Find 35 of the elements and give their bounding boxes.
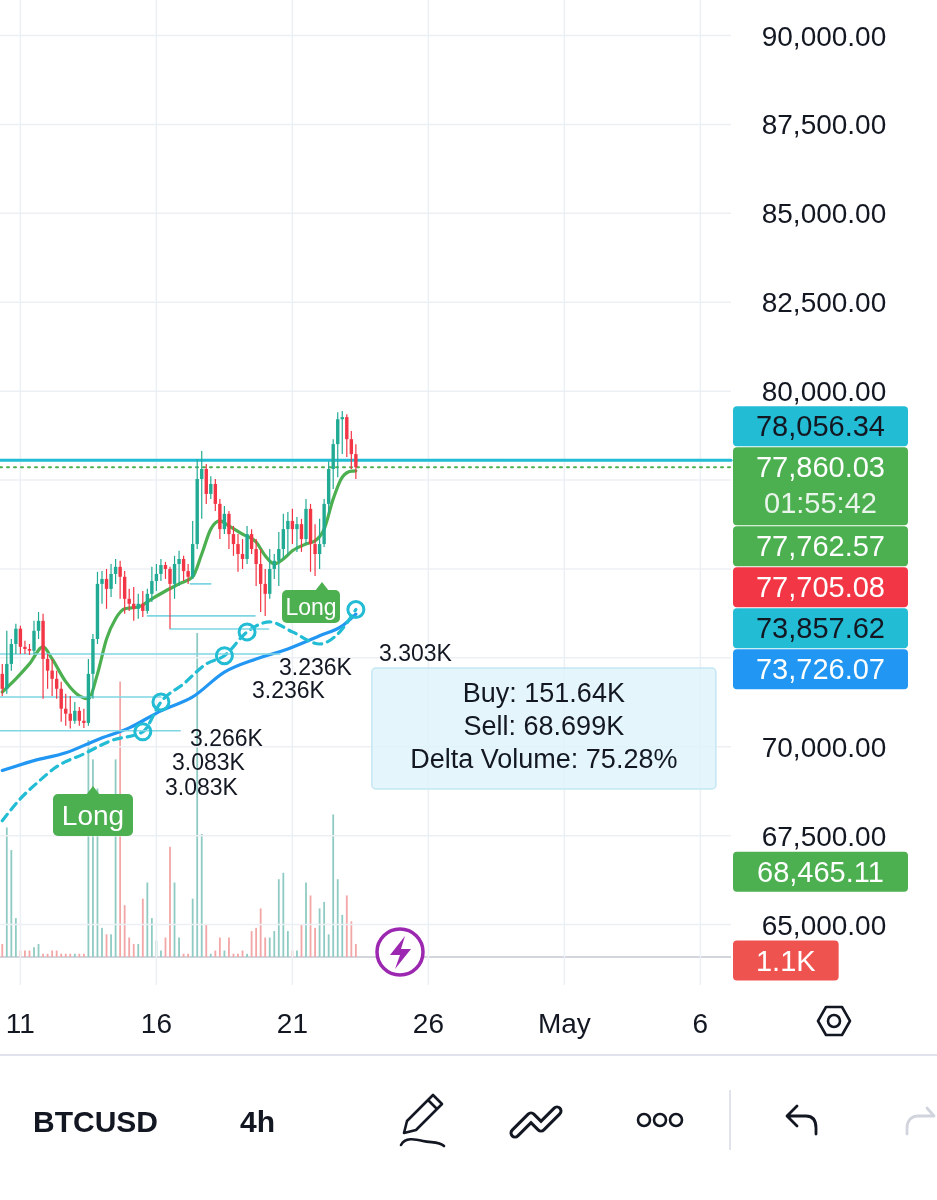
y-tick-label: 70,000.00	[761, 731, 887, 763]
y-tick-label: 87,500.00	[761, 109, 887, 141]
annotation: 3.236K	[252, 677, 326, 703]
x-tick-label: 26	[412, 1008, 444, 1039]
x-tick-label: 21	[276, 1008, 308, 1039]
text: 1.1K	[755, 944, 817, 977]
annotation: 3.266K	[190, 725, 264, 751]
y-tick-label: 80,000.00	[761, 376, 887, 408]
annotation: 3.083K	[172, 749, 246, 775]
y-tick-label: 67,500.00	[761, 820, 887, 852]
text: 4h	[240, 1105, 276, 1138]
x-tick-label: 6	[692, 1008, 709, 1039]
text: 77,705.08	[755, 571, 885, 604]
annotation: Long	[61, 800, 125, 832]
text: 01:55:42	[764, 487, 877, 520]
annotation: Buy: 151.64K	[462, 678, 625, 708]
annotation: 3.303K	[379, 640, 453, 666]
ref-line-label: 78,056.34	[755, 410, 885, 443]
text: 73,726.07	[755, 653, 885, 686]
y-tick-label: 90,000.00	[761, 20, 887, 52]
x-tick-label: 11	[5, 1008, 35, 1039]
annotation: Sell: 68.699K	[463, 711, 625, 741]
text: 77,762.57	[755, 530, 885, 563]
annotation: 3.236K	[279, 654, 353, 680]
annotation: Delta Volume: 75.28%	[410, 744, 678, 774]
text: 73,857.62	[755, 612, 885, 645]
y-tick-label: 85,000.00	[761, 198, 887, 230]
y-tick-label: 65,000.00	[761, 909, 887, 941]
x-tick-label: 16	[140, 1008, 172, 1039]
ref-line-label: 77,860.03	[755, 451, 885, 484]
annotation: 3.083K	[165, 774, 239, 800]
x-tick-label: May	[537, 1008, 591, 1039]
text: 68,465.11	[757, 855, 884, 888]
text: BTCUSD	[33, 1105, 158, 1138]
y-tick-label: 82,500.00	[761, 287, 887, 319]
